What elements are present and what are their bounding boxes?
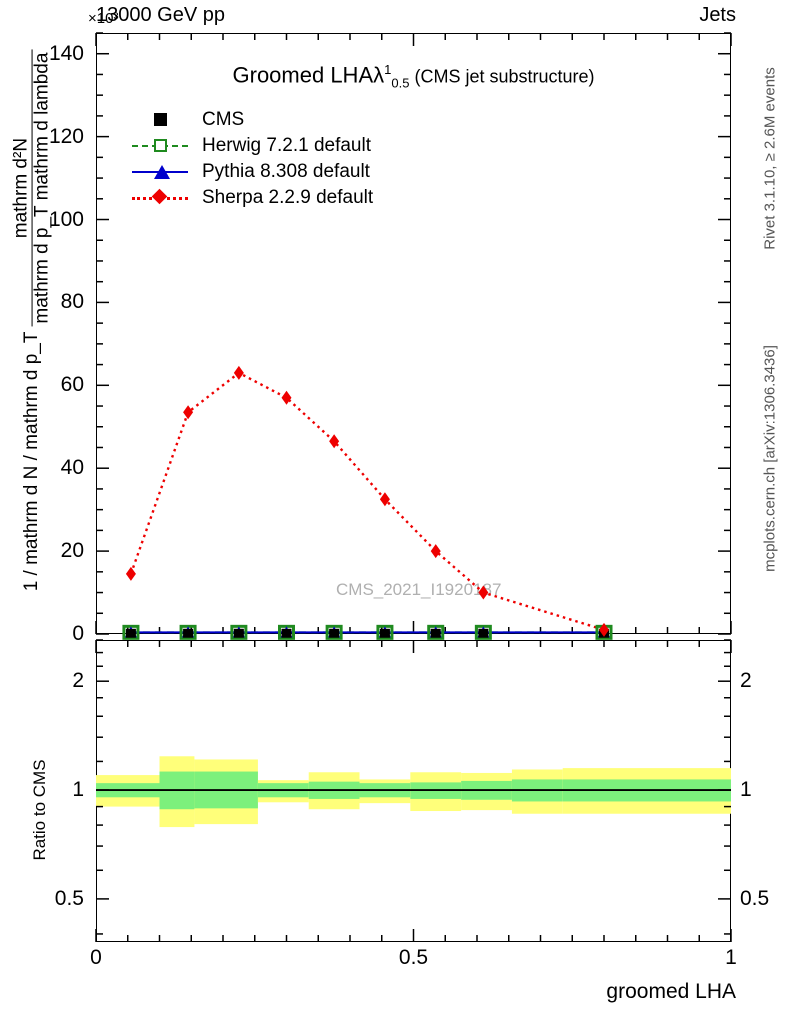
x-tick-label: 0: [90, 946, 102, 969]
plot-title-sup: 1: [384, 62, 392, 77]
mcplots-caption: mcplots.cern.ch [arXiv:1306.3436]: [761, 345, 779, 572]
legend-key-pythia: [132, 162, 188, 182]
square-open-icon: [154, 139, 167, 152]
y-tick-label: 100: [48, 207, 84, 231]
y-tick-label: 60: [60, 373, 84, 397]
analysis-watermark: CMS_2021_I1920187: [336, 580, 502, 599]
rivet-version-caption: Rivet 3.1.10, ≥ 2.6M events: [761, 67, 779, 250]
y-tick-label: 80: [60, 290, 84, 314]
x-axis-title: groomed LHA: [606, 980, 736, 1003]
scale-power-label: ×10³: [88, 10, 119, 27]
legend-label-herwig: Herwig 7.2.1 default: [202, 135, 371, 156]
y-tick-label: 0: [72, 622, 84, 645]
square-filled-icon: [154, 113, 167, 126]
y-tick-label: 120: [48, 124, 84, 148]
plot-title-main: Groomed LHA: [232, 62, 374, 88]
legend-item-sherpa[interactable]: Sherpa 2.2.9 default: [132, 185, 373, 211]
plot-title: Groomed LHAλ10.5 (CMS jet substructure): [96, 62, 731, 91]
y-tick-label: 20: [60, 539, 84, 563]
ratio-axis-tick-labels: 0.5 1 2: [0, 640, 88, 942]
ratio-tick-label-right: 0.5: [740, 886, 770, 910]
plot-title-symbol: λ: [373, 62, 385, 88]
y-tick-label: 40: [60, 456, 84, 480]
diamond-icon: [151, 188, 168, 205]
x-axis-tick-labels: 0 0.5 1: [90, 946, 737, 976]
process-label: Jets: [699, 4, 736, 26]
ratio-plot-panel: [96, 640, 731, 942]
plot-title-sub: 0.5: [391, 75, 410, 91]
ratio-tick-label: 1: [72, 778, 84, 802]
legend-key-herwig: [132, 136, 188, 156]
legend-label-pythia: Pythia 8.308 default: [202, 161, 370, 182]
legend-item-cms[interactable]: CMS: [132, 107, 373, 133]
beam-energy-label: 13000 GeV pp: [96, 4, 225, 26]
ratio-tick-label: 0.5: [54, 886, 84, 910]
legend-item-herwig[interactable]: Herwig 7.2.1 default: [132, 133, 373, 159]
y-tick-label: 140: [48, 41, 84, 65]
triangle-icon: [154, 165, 170, 179]
ratio-tick-label: 2: [72, 669, 84, 693]
legend: CMS Herwig 7.2.1 default Pythia 8.308 de…: [132, 107, 373, 211]
ratio-tick-label-right: 1: [740, 778, 752, 802]
x-tick-label: 0.5: [398, 946, 429, 969]
legend-item-pythia[interactable]: Pythia 8.308 default: [132, 159, 373, 185]
legend-label-sherpa: Sherpa 2.2.9 default: [202, 187, 374, 208]
ratio-tick-label-right: 2: [740, 669, 752, 693]
y-axis-tick-labels: 0 20 40 60 80 100 120 140: [0, 33, 88, 645]
plot-title-paren: (CMS jet substructure): [414, 66, 595, 87]
legend-key-sherpa: [132, 188, 188, 208]
x-tick-label: 1: [725, 946, 737, 969]
legend-label-cms: CMS: [202, 109, 245, 130]
legend-key-cms: [132, 110, 188, 130]
